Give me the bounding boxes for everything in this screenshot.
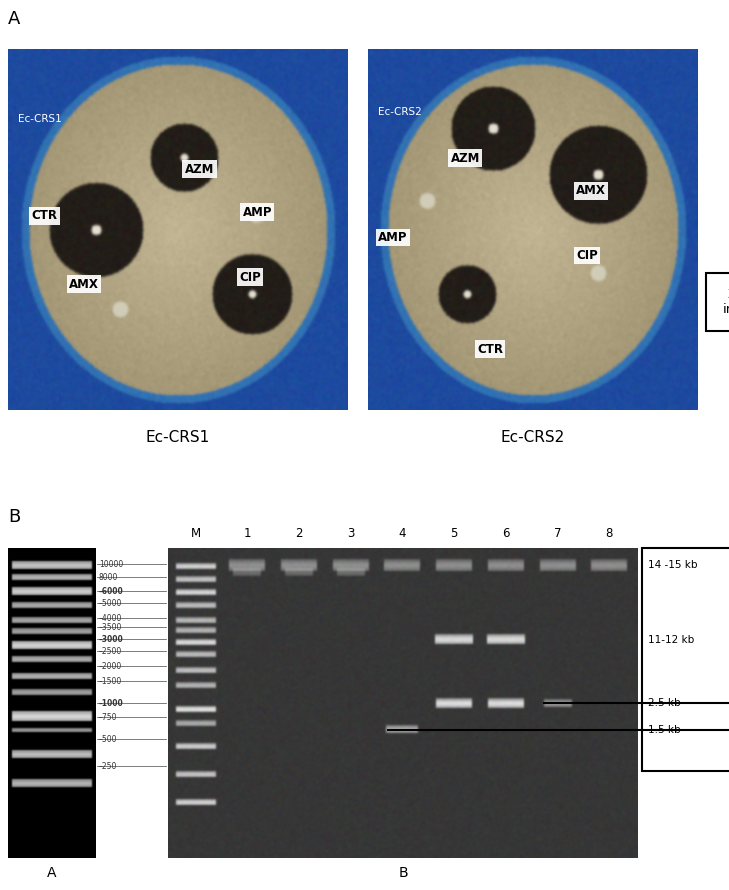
Text: 5: 5 xyxy=(451,528,458,540)
Text: –250: –250 xyxy=(99,762,117,771)
Text: –1500: –1500 xyxy=(99,676,122,685)
Text: AZM: AZM xyxy=(184,163,214,175)
Text: CIP: CIP xyxy=(239,271,261,284)
Text: AMX: AMX xyxy=(69,278,99,291)
Text: –5000: –5000 xyxy=(99,599,122,608)
Text: 2.5 kb: 2.5 kb xyxy=(648,698,681,708)
Text: 1.5 kb: 1.5 kb xyxy=(648,724,681,734)
Bar xyxy=(706,273,729,331)
Text: –3500: –3500 xyxy=(99,623,122,632)
Text: Ec-CRS2: Ec-CRS2 xyxy=(378,107,421,117)
Text: 6: 6 xyxy=(502,528,510,540)
Text: 4: 4 xyxy=(398,528,406,540)
Text: CTR: CTR xyxy=(32,209,58,222)
Text: 10000: 10000 xyxy=(99,560,123,569)
Text: B: B xyxy=(8,508,20,526)
Text: –4000: –4000 xyxy=(99,614,122,623)
Text: –3000: –3000 xyxy=(99,635,124,643)
Text: Ec-CRS2: Ec-CRS2 xyxy=(501,431,565,445)
Text: B: B xyxy=(398,866,408,880)
Text: Zone of
inhibition: Zone of inhibition xyxy=(722,288,729,316)
Text: M: M xyxy=(191,528,201,540)
Text: CIP: CIP xyxy=(576,249,598,262)
Text: 8000: 8000 xyxy=(99,573,118,582)
Text: Ec-CRS1: Ec-CRS1 xyxy=(18,114,62,124)
Text: –2000: –2000 xyxy=(99,662,122,671)
Text: –2500: –2500 xyxy=(99,647,122,656)
Text: 2: 2 xyxy=(295,528,303,540)
Text: AMP: AMP xyxy=(378,231,408,244)
Text: AMP: AMP xyxy=(243,206,272,219)
Text: A: A xyxy=(47,866,57,880)
Text: 11-12 kb: 11-12 kb xyxy=(648,635,694,644)
Text: 1: 1 xyxy=(243,528,251,540)
Text: –1000: –1000 xyxy=(99,699,124,708)
Text: –500: –500 xyxy=(99,734,117,744)
Text: AZM: AZM xyxy=(451,151,480,165)
Text: –6000: –6000 xyxy=(99,587,124,595)
Text: 8: 8 xyxy=(605,528,612,540)
Bar xyxy=(642,548,729,772)
Text: 7: 7 xyxy=(554,528,562,540)
Text: 3: 3 xyxy=(347,528,355,540)
Text: A: A xyxy=(8,10,20,28)
Text: 14 -15 kb: 14 -15 kb xyxy=(648,561,698,570)
Text: CTR: CTR xyxy=(477,343,503,356)
Text: –750: –750 xyxy=(99,713,117,722)
Text: Ec-CRS1: Ec-CRS1 xyxy=(146,431,210,445)
Text: AMX: AMX xyxy=(576,184,606,198)
